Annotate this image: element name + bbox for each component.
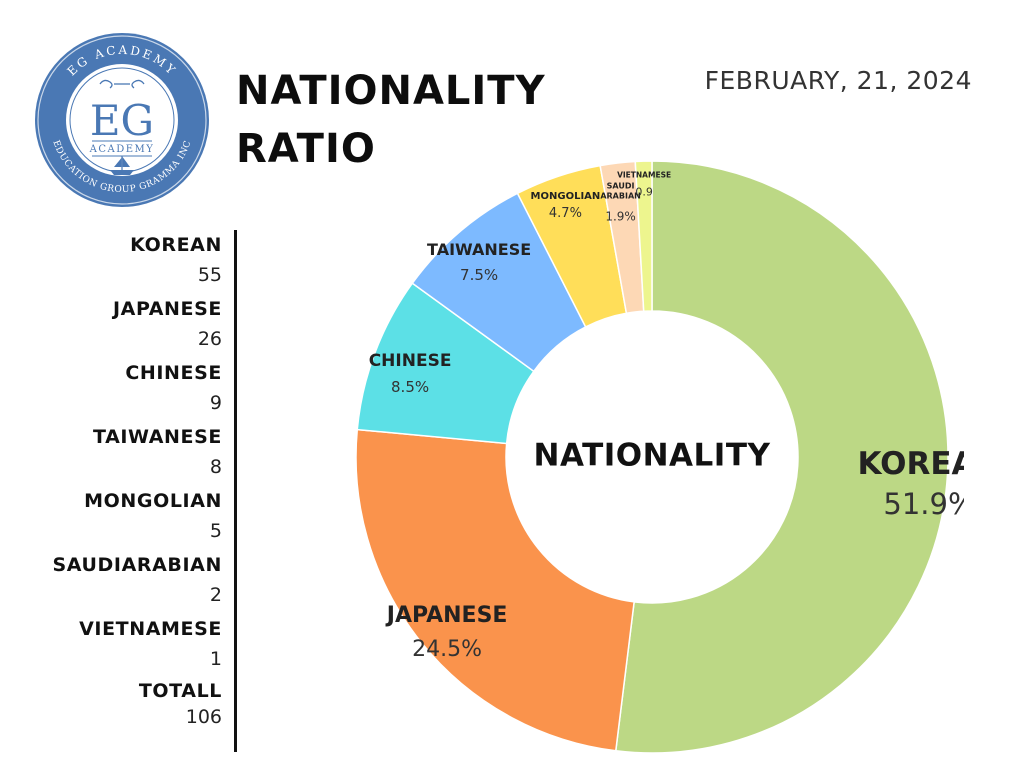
slice-label-taiwanese: TAIWANESE xyxy=(427,240,531,259)
legend-item-count: 8 xyxy=(209,456,222,478)
slice-percent-taiwanese: 7.5% xyxy=(460,266,498,284)
legend-item-count: 9 xyxy=(209,392,222,414)
page-title-line2: RATIO xyxy=(236,126,376,172)
slice-label-saudi-arabian: ARABIAN xyxy=(600,192,641,201)
legend-item-korean: KOREAN 55 xyxy=(40,230,222,294)
slice-label-vietnamese: VIETNAMESE xyxy=(617,171,671,180)
legend-item-name: KOREAN xyxy=(130,234,222,256)
legend-item-chinese: CHINESE 9 xyxy=(40,358,222,422)
page-title-line1: NATIONALITY xyxy=(236,68,546,114)
legend-list: KOREAN 55 JAPANESE 26 CHINESE 9 TAIWANES… xyxy=(40,230,237,752)
legend-item-count: 55 xyxy=(197,264,222,286)
logo-sub-text: ACADEMY xyxy=(89,144,155,155)
legend-item-japanese: JAPANESE 26 xyxy=(40,294,222,358)
legend-item-name: SAUDIARABIAN xyxy=(52,554,222,576)
page-title: NATIONALITY RATIO xyxy=(236,62,546,178)
legend-item-count: 26 xyxy=(197,328,222,350)
legend-item-name: CHINESE xyxy=(125,362,222,384)
slice-percent-chinese: 8.5% xyxy=(391,378,429,396)
slice-label-mongolian: MONGOLIAN xyxy=(531,191,601,202)
legend-item-name: TAIWANESE xyxy=(92,426,222,448)
legend-item-name: MONGOLIAN xyxy=(84,490,222,512)
slice-korean xyxy=(614,160,949,754)
slice-label-japanese: JAPANESE xyxy=(385,603,508,628)
eg-academy-logo: EG ACADEMY EDUCATION GROUP GRAMMA INC EG… xyxy=(34,32,210,208)
legend-item-count: 1 xyxy=(209,648,222,670)
legend-total: TOTALL 106 xyxy=(40,678,222,738)
legend-item-taiwanese: TAIWANESE 8 xyxy=(40,422,222,486)
slice-label-korean: KOREAN xyxy=(857,446,964,482)
logo-inner-disc xyxy=(66,64,178,176)
slice-vietnamese xyxy=(634,160,653,313)
legend-item-name: JAPANESE xyxy=(112,298,222,320)
legend-total-count: 106 xyxy=(185,706,222,728)
legend-item-count: 2 xyxy=(209,584,222,606)
slice-label-chinese: CHINESE xyxy=(369,351,452,371)
slice-percent-korean: 51.9% xyxy=(883,487,964,521)
slice-percent-japanese: 24.5% xyxy=(412,637,482,662)
legend-item-count: 5 xyxy=(209,520,222,542)
slice-percent-mongolian: 4.7% xyxy=(549,206,582,221)
legend-item-vietnamese: VIETNAMESE 1 xyxy=(40,614,222,678)
legend-item-mongolian: MONGOLIAN 5 xyxy=(40,486,222,550)
logo-scroll-ornament xyxy=(99,79,145,89)
slice-japanese xyxy=(355,428,635,752)
nationality-donut-chart: KOREAN 51.9% JAPANESE 24.5% CHINESE 8.5% TAIWA… xyxy=(340,150,964,768)
slice-percent-vietnamese: 0.9 xyxy=(635,186,653,199)
legend-item-saudiarabian: SAUDIARABIAN 2 xyxy=(40,550,222,614)
ship-icon xyxy=(110,156,134,175)
slice-label-saudi-arabian: SAUDI xyxy=(607,181,635,190)
legend-item-name: VIETNAMESE xyxy=(79,618,222,640)
donut-center-label: NATIONALITY xyxy=(534,438,771,474)
slice-percent-saudi-arabian: 1.9% xyxy=(605,210,636,224)
report-date: FEBRUARY, 21, 2024 xyxy=(704,66,972,95)
logo-monogram: EG xyxy=(90,96,154,145)
legend-total-name: TOTALL xyxy=(138,680,222,702)
